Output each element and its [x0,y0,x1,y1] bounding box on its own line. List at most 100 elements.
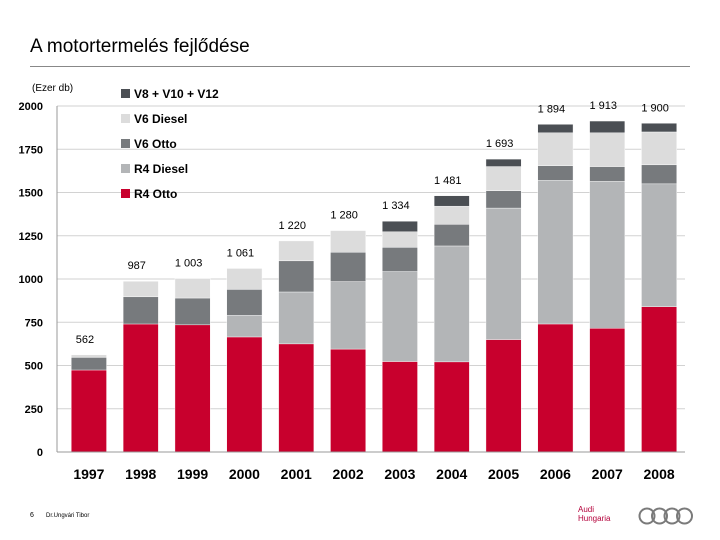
legend-swatch [121,139,130,148]
x-tick-label: 2007 [592,466,623,482]
bar-segment-v8-v10-v12 [589,120,626,134]
x-tick-label: 2002 [333,466,364,482]
x-tick-label: 1999 [177,466,208,482]
legend: V8 + V10 + V12 V6 Diesel V6 Otto R4 Diesel R… [121,87,219,201]
bar-segment-r4-diesel [641,183,677,307]
bar-segment-v6-diesel [330,230,366,253]
bar-segment-r4-otto [71,369,107,453]
bar-segment-r4-otto [641,306,677,453]
bar-segment-r4-diesel [226,315,263,338]
bar-segment-v8-v10-v12 [537,124,574,134]
bar-segment-v6-diesel [537,132,574,166]
total-label: 1 334 [382,200,410,212]
bar-segment-v6-otto [330,251,366,282]
bar-segment-r4-diesel [485,207,522,340]
x-tick-label: 2008 [644,466,675,482]
legend-label: R4 Otto [134,187,177,201]
bar-segment-v6-diesel [71,354,107,358]
bar-segment-v6-otto [537,165,574,181]
bar-segment-r4-otto [278,343,315,453]
stacked-bar-chart: 0 250 500 750 1000 1250 1500 1750 2000 (Ezer db) 1… [19,83,685,482]
x-tick-label: 2006 [540,466,571,482]
bar-segment-v6-diesel [278,240,315,262]
bar-segment-v6-otto [278,260,315,293]
x-tick-label: 2005 [488,466,519,482]
legend-label: V6 Diesel [134,112,187,126]
x-tick-label: 1997 [73,466,104,482]
bar-segment-v6-diesel [433,205,470,225]
bar-segment-r4-otto [485,339,522,453]
bar-segment-v6-otto [71,357,107,371]
bar-segment-r4-otto [433,361,470,453]
x-tick-label: 2003 [384,466,415,482]
total-label: 1 693 [486,138,514,150]
bar-segment-v6-otto [174,297,211,326]
total-label: 1 913 [589,100,617,112]
bar-segment-v6-otto [641,164,677,185]
bar-segment-r4-diesel [537,180,574,325]
bar-segment-r4-otto [174,324,211,453]
bar-segment-r4-diesel [330,281,366,350]
bar-stacks [71,120,677,453]
bar-segment-r4-otto [382,361,418,453]
total-label: 1 900 [641,102,669,114]
total-label: 562 [76,334,94,346]
bar-segment-v6-diesel [174,278,211,299]
bar-segment-r4-diesel [382,271,418,362]
bar-segment-v8-v10-v12 [485,158,522,167]
bar-segment-v6-diesel [382,231,418,248]
legend-swatch [121,189,130,198]
total-label: 1 061 [227,247,255,259]
y-tick-label: 1250 [19,231,43,243]
bar-segment-r4-otto [537,323,574,453]
brand-line-2: Hungaria [578,514,611,523]
total-label: 1 220 [278,220,306,232]
bar-segment-v6-otto [226,289,263,316]
footer-author: Dr.Ungvári Tibor [46,513,90,519]
y-tick-label: 0 [37,447,43,459]
y-axis-label: (Ezer db) [32,83,73,94]
total-label: 1 003 [175,257,203,269]
bar-segment-v6-otto [433,224,470,247]
x-tick-label: 2001 [281,466,312,482]
bar-segment-r4-otto [589,328,626,453]
legend-label: V8 + V10 + V12 [134,87,219,101]
axes: 0 250 500 750 1000 1250 1500 1750 2000 (Ezer db) 1… [19,83,685,482]
total-label: 987 [128,260,146,272]
brand-line-1: Audi [578,505,595,514]
y-tick-label: 1500 [19,188,43,200]
bar-segment-v6-diesel [641,131,677,166]
total-label: 1 481 [434,175,462,187]
legend-swatch [121,114,130,123]
legend-swatch [121,164,130,173]
y-tick-label: 2000 [19,101,43,113]
y-tick-label: 250 [25,404,43,416]
x-tick-label: 2000 [229,466,260,482]
page-number: 6 [30,512,34,519]
x-tick-label: 1998 [125,466,156,482]
legend-swatch [121,89,130,98]
bar-segment-v6-otto [122,296,159,325]
x-tick-label: 2004 [436,466,467,482]
bar-segment-r4-diesel [278,291,315,345]
total-label: 1 280 [330,210,358,222]
bar-segment-v6-otto [589,166,626,182]
bar-segment-v6-diesel [485,166,522,191]
data-labels: 562 987 1 003 1 061 1 220 1 280 1 334 1 481 1 69… [76,100,669,346]
y-tick-label: 1000 [19,274,43,286]
bar-segment-v6-diesel [226,268,263,290]
bar-segment-r4-diesel [433,245,470,363]
y-tick-label: 750 [25,317,43,329]
bar-segment-v6-otto [485,190,522,209]
y-tick-label: 500 [25,361,43,373]
slide-title: A motortermelés fejlődése [30,36,250,57]
y-tick-label: 1750 [19,144,43,156]
bar-segment-v6-otto [382,247,418,272]
total-label: 1 894 [538,103,566,115]
bar-segment-v6-diesel [589,132,626,167]
bar-segment-v6-diesel [122,281,159,298]
legend-label: V6 Otto [134,137,177,151]
bar-segment-r4-otto [226,336,263,453]
audi-rings-logo [638,507,693,525]
brand-text: Audi Hungaria [578,505,610,523]
